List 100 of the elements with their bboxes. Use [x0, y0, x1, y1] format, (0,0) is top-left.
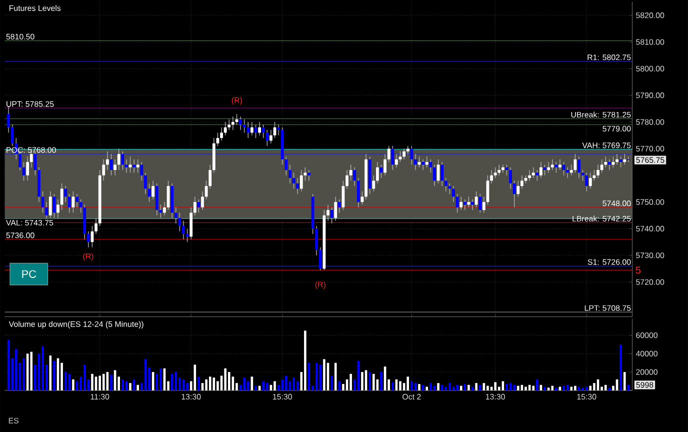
- bar: [582, 388, 584, 390]
- candlestick: [550, 158, 554, 170]
- bar: [174, 372, 178, 390]
- candlestick: [554, 162, 558, 173]
- candlestick: [288, 164, 292, 184]
- candlestick: [296, 178, 300, 194]
- candlestick: [498, 164, 501, 176]
- candlestick: [356, 178, 360, 208]
- candlestick: [478, 194, 482, 213]
- candlestick: [516, 180, 520, 197]
- candlestick: [114, 158, 116, 176]
- candlestick: [616, 154, 618, 165]
- bar: [110, 374, 112, 390]
- bar: [83, 364, 86, 390]
- bar: [129, 382, 132, 390]
- bar: [551, 386, 554, 390]
- candlestick: [86, 230, 90, 248]
- candlestick: [433, 164, 436, 186]
- candlestick: [558, 158, 562, 170]
- bar: [562, 386, 565, 390]
- bar: [102, 374, 105, 390]
- candlestick: [338, 198, 341, 213]
- bar: [414, 382, 417, 390]
- bar: [406, 376, 409, 390]
- candlestick: [566, 166, 570, 178]
- candlestick: [384, 154, 386, 176]
- bar: [570, 386, 573, 390]
- bar: [368, 372, 371, 390]
- bar: [186, 382, 188, 390]
- candlestick: [596, 164, 600, 178]
- candlestick: [346, 170, 348, 189]
- candlestick: [547, 162, 550, 173]
- bar: [544, 386, 546, 390]
- candlestick: [7, 106, 10, 133]
- bar: [437, 382, 440, 390]
- bar: [372, 374, 375, 390]
- candlestick: [585, 172, 588, 192]
- bar: [524, 386, 527, 390]
- candlestick: [474, 190, 478, 208]
- candlestick: [623, 154, 626, 165]
- bar: [136, 384, 139, 390]
- candlestick: [159, 204, 162, 218]
- bar: [574, 386, 576, 390]
- bar: [98, 376, 101, 390]
- bar: [558, 386, 562, 390]
- bar: [224, 368, 226, 390]
- candlestick: [45, 202, 48, 221]
- bar: [243, 377, 246, 390]
- bar: [448, 382, 451, 390]
- candlestick: [182, 220, 185, 240]
- bar: [190, 381, 192, 390]
- candlestick: [144, 172, 147, 194]
- candlestick: [540, 162, 542, 178]
- bar: [578, 386, 580, 390]
- bar: [478, 384, 482, 390]
- candlestick: [56, 198, 60, 218]
- bar: [205, 379, 208, 390]
- bar: [494, 382, 496, 390]
- bar: [361, 372, 364, 390]
- candlestick: [588, 172, 592, 189]
- bar: [198, 376, 200, 390]
- bar: [122, 379, 124, 390]
- bar: [342, 384, 344, 390]
- bar: [623, 372, 626, 390]
- candlestick: [471, 198, 474, 210]
- candlestick: [117, 148, 120, 170]
- candlestick: [619, 156, 622, 168]
- bar: [304, 330, 306, 390]
- candlestick: [460, 196, 463, 210]
- bar: [228, 372, 230, 390]
- bar: [246, 381, 250, 390]
- candlestick: [608, 158, 611, 170]
- annotation: PC: [22, 270, 36, 278]
- candlestick: [136, 158, 140, 173]
- candlestick: [512, 180, 516, 208]
- bar: [444, 386, 448, 390]
- bar: [456, 384, 458, 390]
- bar: [486, 386, 489, 390]
- bar: [30, 352, 33, 390]
- bar: [426, 386, 428, 390]
- candlestick: [520, 174, 524, 189]
- candlestick: [26, 156, 30, 181]
- bar: [513, 384, 516, 390]
- candlestick: [604, 156, 608, 168]
- candlestick: [174, 206, 178, 224]
- candlestick: [270, 130, 272, 144]
- bar: [555, 388, 558, 390]
- candlestick: [277, 124, 280, 136]
- candlestick: [391, 146, 394, 170]
- candlestick: [300, 170, 303, 192]
- candlestick: [440, 162, 444, 186]
- bar: [517, 386, 520, 390]
- candlestick: [132, 158, 136, 173]
- candlestick: [250, 122, 254, 136]
- bar: [502, 381, 504, 390]
- candlestick: [387, 146, 390, 162]
- bar: [536, 379, 538, 390]
- candlestick: [224, 122, 227, 136]
- bar: [452, 386, 455, 390]
- bar: [262, 381, 264, 390]
